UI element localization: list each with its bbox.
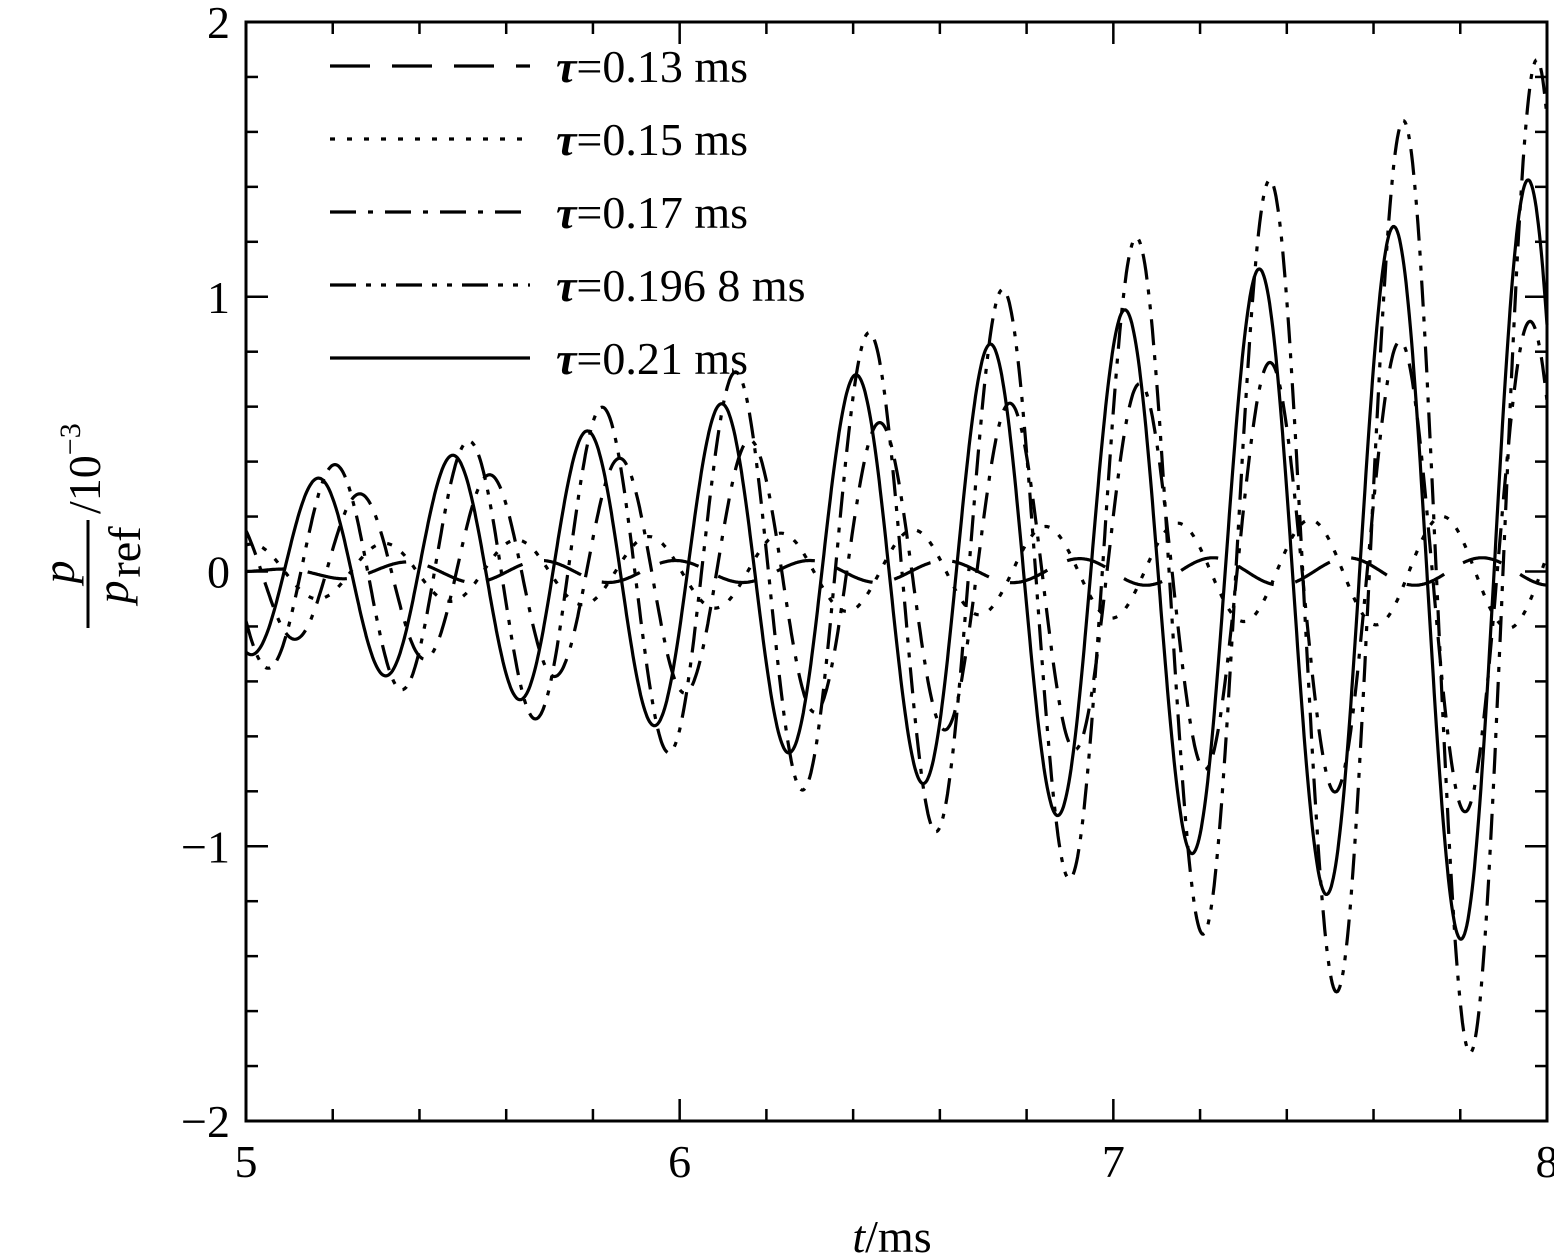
legend-label-greek: τ [556,114,578,165]
legend-label-text: =0.17 ms [576,187,748,238]
y-axis-denominator: p [87,581,138,607]
y-axis-title: p p ref /10−3 [33,423,150,628]
y-axis-numerator: p [33,561,84,587]
x-axis-title-italic: t [852,1211,866,1254]
x-tick-label: 5 [235,1136,258,1187]
legend-label-greek: τ [556,333,578,384]
y-axis-denominator-sub: ref [99,526,150,578]
legend-label: τ=0.21 ms [556,333,748,384]
tick-labels: 5 6 7 8 −2 −1 0 1 2 [181,0,1554,1187]
series-line-1 [245,556,1548,587]
y-tick-label: 0 [207,547,230,598]
legend-label-greek: τ [556,41,578,92]
y-tick-label: 2 [207,0,230,48]
legend-label-text: =0.21 ms [576,333,748,384]
y-tick-label: 1 [207,272,230,323]
axis-ticks [244,20,1549,1123]
series-line-4 [244,58,1549,1055]
legend-label-greek: τ [556,260,578,311]
x-axis-title-unit: /ms [865,1211,931,1254]
x-tick-label: 7 [1102,1136,1125,1187]
series-line-3 [244,319,1549,814]
legend-label: τ=0.17 ms [556,187,748,238]
legend-label-text: =0.15 ms [576,114,748,165]
legend-label-text: =0.196 8 ms [576,260,805,311]
legend-label: τ=0.196 8 ms [556,260,806,311]
series-layer [244,58,1549,1055]
x-tick-label: 8 [1536,1136,1554,1187]
legend-label-text: =0.13 ms [576,41,748,92]
x-tick-label: 6 [668,1136,691,1187]
x-axis-title: t/ms [852,1211,931,1254]
y-tick-label: −2 [181,1096,230,1147]
y-tick-label: −1 [181,821,230,872]
legend-label: τ=0.13 ms [556,41,748,92]
legend: τ=0.13 msτ=0.15 msτ=0.17 msτ=0.196 8 msτ… [330,41,806,384]
y-axis-unit: /10−3 [54,423,110,514]
legend-label-greek: τ [556,187,578,238]
y-axis-unit-exp: −3 [54,423,87,455]
legend-label: τ=0.15 ms [556,114,748,165]
series-line-5 [244,178,1549,941]
y-axis-unit-base: /10 [59,455,110,514]
